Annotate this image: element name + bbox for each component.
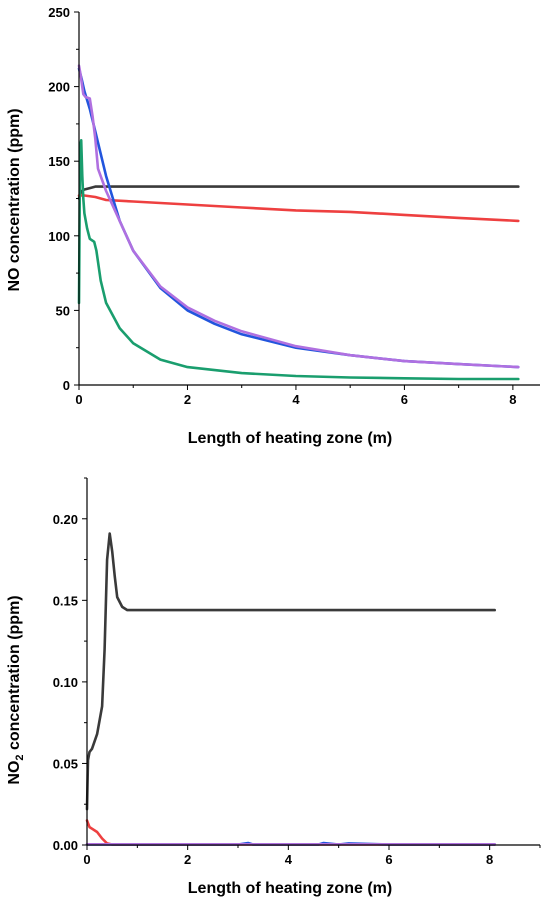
series-line-2 bbox=[77, 194, 520, 223]
y-ticks-2: 0.00 0.05 0.10 0.15 0.20 bbox=[53, 477, 87, 853]
chart-no2-concentration: 0 2 4 6 8 0.00 0.05 0.10 0.15 0.20 Length of hea… bbox=[6, 477, 541, 897]
y-axis-title-2-subscript: 2 bbox=[14, 754, 26, 760]
y-tick-label: 200 bbox=[48, 80, 70, 95]
series-line-1 bbox=[85, 532, 496, 811]
y-axis-title-1: NO concentration (ppm) bbox=[6, 108, 23, 291]
x-ticks-2: 0 2 4 6 8 bbox=[83, 845, 541, 867]
y-tick-label: 150 bbox=[48, 154, 70, 169]
x-tick-label: 2 bbox=[184, 852, 191, 867]
x-ticks-1: 0 2 4 6 8 bbox=[75, 385, 516, 407]
y-tick-label: 0.10 bbox=[53, 675, 78, 690]
x-axis-title-1: Length of heating zone (m) bbox=[188, 430, 392, 447]
x-tick-label: 2 bbox=[184, 392, 191, 407]
x-tick-label: 6 bbox=[385, 852, 392, 867]
x-tick-label: 8 bbox=[486, 852, 493, 867]
series-line-1 bbox=[77, 185, 520, 200]
y-axis-title-2-main: NO bbox=[6, 761, 23, 785]
y-ticks-1: 0 50 100 150 200 250 bbox=[48, 5, 79, 393]
plot-area-2 bbox=[85, 532, 496, 846]
x-tick-label: 0 bbox=[75, 392, 82, 407]
y-axis-title-2-tail: concentration (ppm) bbox=[6, 595, 23, 754]
chart-no-concentration: 0 2 4 6 8 0 50 100 150 200 250 Length of heating … bbox=[6, 5, 540, 447]
y-tick-label: 0.15 bbox=[53, 593, 78, 608]
y-tick-label: 0.05 bbox=[53, 756, 78, 771]
axes-2 bbox=[86, 478, 540, 846]
y-tick-label: 0.00 bbox=[53, 838, 78, 853]
y-tick-label: 100 bbox=[48, 229, 70, 244]
axes-1 bbox=[78, 12, 540, 386]
y-tick-label: 0 bbox=[63, 378, 70, 393]
plot-area-1 bbox=[77, 64, 520, 381]
x-axis-title-2: Length of heating zone (m) bbox=[188, 880, 392, 897]
x-tick-label: 4 bbox=[285, 852, 293, 867]
x-tick-label: 6 bbox=[401, 392, 408, 407]
series-line-2 bbox=[85, 819, 496, 846]
y-axis-title-2: NO2 concentration (ppm) bbox=[6, 595, 26, 784]
x-tick-label: 0 bbox=[83, 852, 90, 867]
series-line-4 bbox=[77, 64, 520, 369]
series-line-5 bbox=[77, 139, 520, 381]
y-tick-label: 250 bbox=[48, 5, 70, 20]
x-tick-label: 8 bbox=[509, 392, 516, 407]
y-tick-label: 0.20 bbox=[53, 512, 78, 527]
x-tick-label: 4 bbox=[292, 392, 300, 407]
y-tick-label: 50 bbox=[56, 303, 70, 318]
